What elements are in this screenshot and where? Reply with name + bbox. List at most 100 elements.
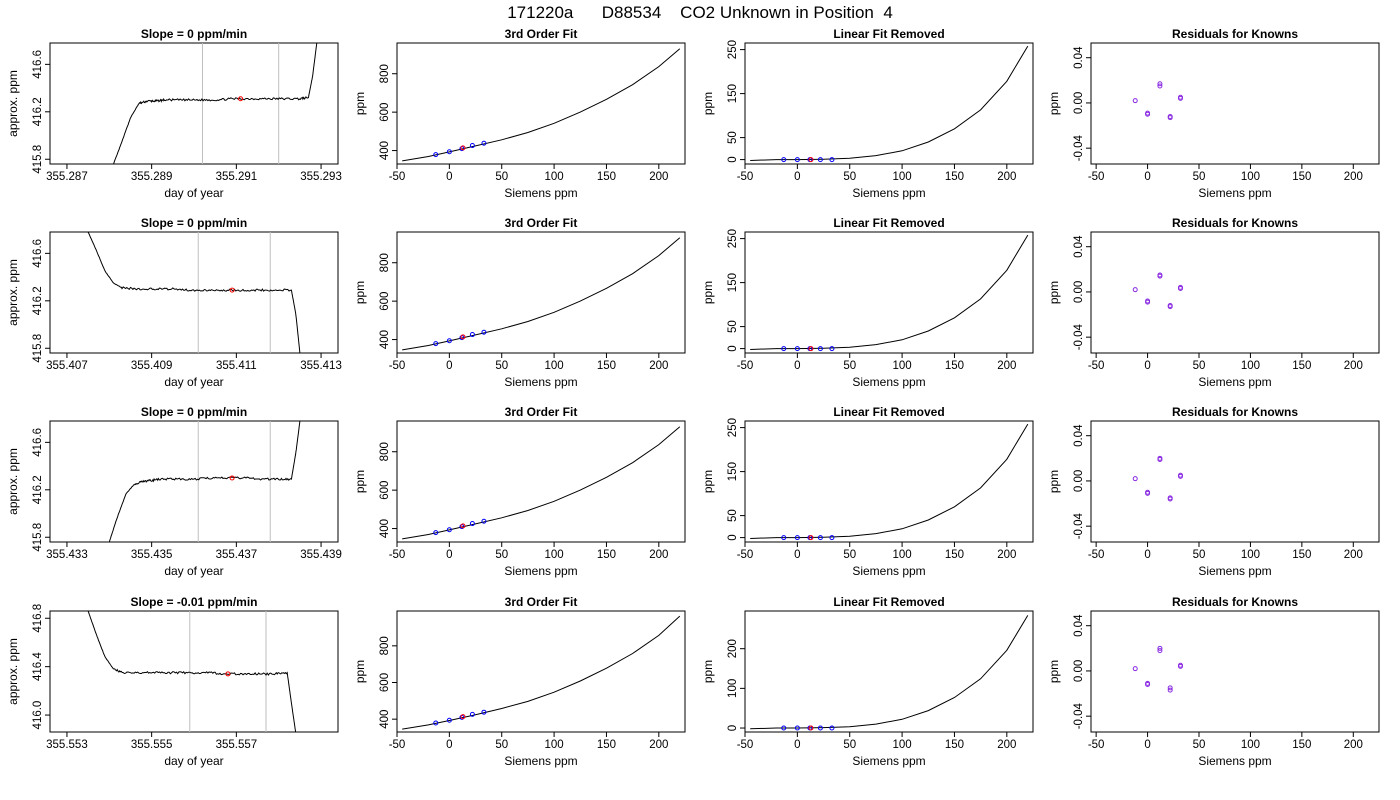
plot-area: [1132, 81, 1183, 121]
residual-point: [1167, 115, 1173, 121]
y-tick-label: 0.00: [1073, 470, 1085, 492]
panel-r0-c1: 3rd Order Fit -50 0 50 100 150 200 400 600 800 Sie…: [353, 27, 686, 200]
x-tick-label: -50: [737, 549, 754, 561]
residual-point: [1145, 489, 1151, 495]
x-axis-label: Siemens ppm: [852, 375, 925, 389]
residual-point: [1167, 687, 1173, 693]
residual-point: [1157, 273, 1163, 279]
trace-line: [87, 232, 301, 353]
x-tick-label: 100: [544, 549, 563, 561]
panel-r1-c0: Slope = 0 ppm/min 355.407 355.409 355.411 35…: [6, 216, 342, 389]
x-axis-label: Siemens ppm: [504, 754, 577, 768]
x-tick-label: 150: [597, 360, 616, 372]
x-tick-label: 50: [495, 549, 508, 561]
panel-title: Residuals for Knowns: [1172, 27, 1298, 41]
x-tick-label: 50: [1193, 739, 1206, 751]
plot-area: [750, 234, 1029, 352]
known-point: [446, 717, 452, 723]
plot-frame: [1090, 42, 1380, 165]
unknown-point: [808, 535, 814, 541]
unknown-point: [460, 334, 466, 340]
known-point: [829, 157, 835, 163]
residual-point: [1167, 496, 1173, 502]
y-tick-label: 400: [379, 519, 391, 538]
x-tick-label: 200: [649, 360, 668, 372]
y-tick-label: 0: [727, 725, 739, 731]
x-tick-label: 50: [843, 549, 856, 561]
y-tick-label: 50: [727, 320, 739, 333]
average-marker: [229, 475, 235, 481]
x-tick-label: 50: [495, 171, 508, 183]
fit-curve: [402, 48, 681, 162]
y-tick-label: 416.2: [32, 97, 44, 126]
panel-title: Residuals for Knowns: [1172, 405, 1298, 419]
y-tick-label: 400: [379, 330, 391, 349]
x-axis-label: day of year: [164, 564, 223, 578]
y-axis-label: ppm: [1047, 92, 1061, 115]
plot-area: [108, 421, 301, 542]
panel-title: 3rd Order Fit: [505, 216, 578, 230]
plot-frame: [49, 610, 339, 733]
x-tick-label: -50: [737, 360, 754, 372]
x-tick-label: 0: [446, 171, 452, 183]
x-axis-label: Siemens ppm: [1198, 564, 1271, 578]
plot-frame: [396, 420, 686, 543]
plot-frame: [1090, 610, 1380, 733]
y-axis-label: ppm: [1047, 281, 1061, 304]
residual-point: [1177, 286, 1183, 292]
fit-curve: [750, 45, 1029, 161]
x-tick-label: 355.557: [216, 739, 258, 751]
x-axis-label: Siemens ppm: [1198, 186, 1271, 200]
residual-point: [1157, 648, 1163, 654]
known-point: [794, 725, 800, 731]
y-axis-label: ppm: [701, 660, 715, 683]
plot-frame: [744, 42, 1034, 165]
unknown-point: [460, 523, 466, 529]
known-point: [829, 346, 835, 352]
x-axis-label: day of year: [164, 375, 223, 389]
y-tick-label: 600: [379, 673, 391, 692]
x-tick-label: 355.409: [131, 360, 173, 372]
plot-area: [750, 423, 1029, 541]
y-axis-label: ppm: [701, 281, 715, 304]
y-tick-label: 416.2: [32, 475, 44, 504]
x-tick-label: 150: [1292, 360, 1311, 372]
x-tick-label: 200: [1344, 360, 1363, 372]
x-tick-label: -50: [737, 739, 754, 751]
x-tick-label: 50: [1193, 171, 1206, 183]
panel-r3-c1: 3rd Order Fit -50 0 50 100 150 200 400 600 800 Sie…: [353, 595, 686, 768]
known-point: [481, 140, 487, 146]
panel-title: 3rd Order Fit: [505, 595, 578, 609]
y-tick-label: 416.6: [32, 50, 44, 79]
y-tick-label: 0: [727, 534, 739, 540]
panel-title: Linear Fit Removed: [833, 27, 944, 41]
panel-title: Residuals for Knowns: [1172, 595, 1298, 609]
known-point: [781, 346, 787, 352]
x-tick-label: 150: [1292, 171, 1311, 183]
y-tick-label: 415.8: [32, 334, 44, 363]
x-tick-label: 200: [649, 739, 668, 751]
panel-r3-c3: Residuals for Knowns -50 0 50 100 150 200 -0.04…: [1047, 595, 1380, 768]
x-tick-label: 150: [945, 171, 964, 183]
plot-frame: [396, 231, 686, 354]
y-tick-label: -0.04: [1073, 134, 1085, 161]
panel-title: Slope = -0.01 ppm/min: [130, 595, 257, 609]
y-axis-label: approx. ppm: [6, 638, 20, 705]
plot-area: [87, 232, 301, 353]
known-point: [433, 152, 439, 158]
known-point: [446, 338, 452, 344]
x-tick-label: -50: [389, 549, 406, 561]
x-tick-label: 100: [892, 360, 911, 372]
residual-point: [1132, 666, 1138, 672]
residual-point: [1132, 98, 1138, 104]
y-axis-label: ppm: [1047, 660, 1061, 683]
panel-r2-c3: Residuals for Knowns -50 0 50 100 150 200 -0.04…: [1047, 405, 1380, 578]
y-tick-label: 250: [727, 229, 739, 248]
x-tick-label: 200: [997, 171, 1016, 183]
x-tick-label: 200: [1344, 549, 1363, 561]
x-tick-label: 355.291: [216, 171, 258, 183]
y-axis-label: ppm: [353, 92, 367, 115]
y-tick-label: 0.04: [1073, 424, 1085, 447]
x-axis-label: Siemens ppm: [504, 375, 577, 389]
y-tick-label: 0.04: [1073, 235, 1085, 258]
